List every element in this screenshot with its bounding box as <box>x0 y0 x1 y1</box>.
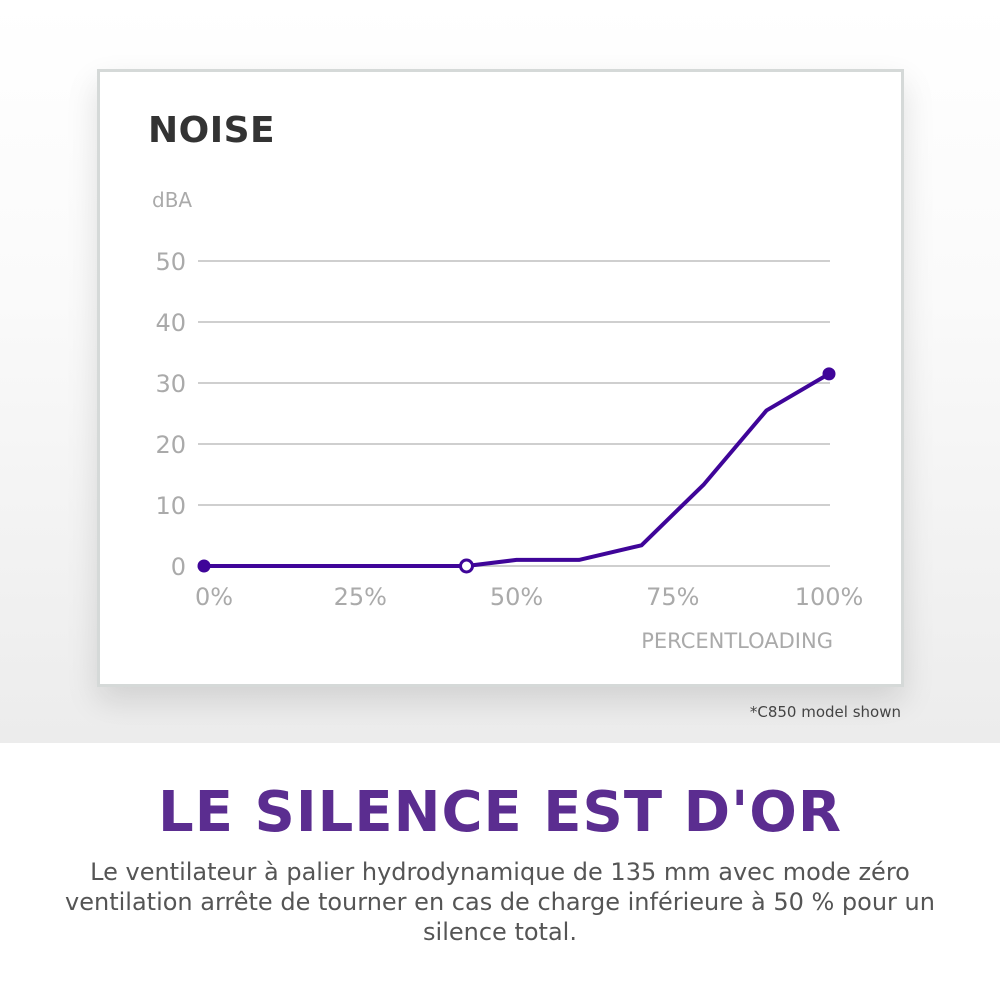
y-tick-label: 20 <box>155 431 186 459</box>
chart-card <box>97 69 904 687</box>
x-tick-label: 0% <box>195 583 233 611</box>
chart-title: NOISE <box>148 110 276 151</box>
y-tick-label: 10 <box>155 492 186 520</box>
noise-line <box>204 372 831 568</box>
data-point-marker <box>822 367 836 381</box>
y-tick-label: 50 <box>155 248 186 276</box>
y-axis-label: dBA <box>152 188 192 212</box>
x-tick-label: 100% <box>795 583 864 611</box>
x-tick-label: 75% <box>646 583 699 611</box>
y-tick-label: 40 <box>155 309 186 337</box>
y-tick-label: 0 <box>171 553 186 581</box>
y-tick-label: 30 <box>155 370 186 398</box>
data-point-marker <box>459 558 474 574</box>
x-axis-label: PERCENTLOADING <box>641 629 833 653</box>
headline: LE SILENCE EST D'OR <box>158 780 842 845</box>
description: Le ventilateur à palier hydrodynamique d… <box>65 858 935 946</box>
data-point-marker <box>197 559 211 573</box>
x-tick-label: 25% <box>334 583 387 611</box>
footnote: *C850 model shown <box>749 703 901 721</box>
x-tick-label: 50% <box>490 583 543 611</box>
